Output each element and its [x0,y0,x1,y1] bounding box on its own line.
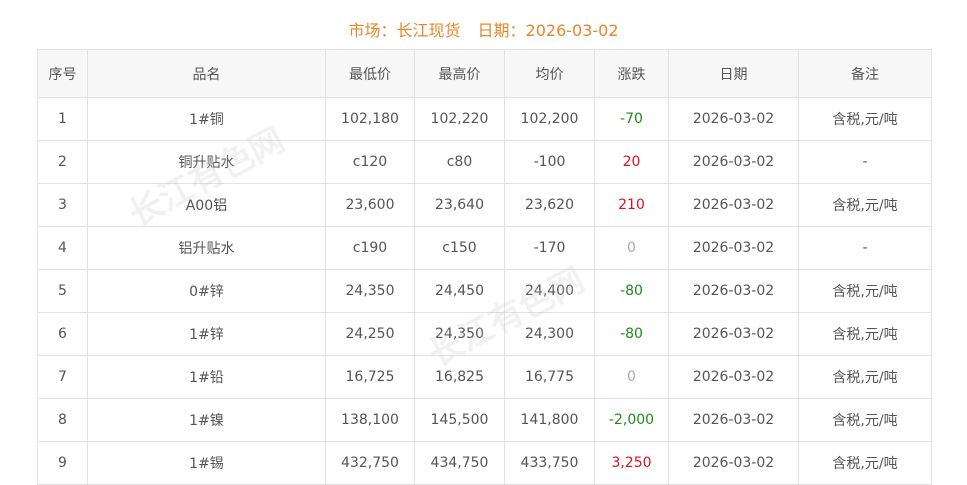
cell-low: 16,725 [325,355,415,399]
cell-high: 23,640 [414,183,505,227]
cell-change: 3,250 [594,441,669,485]
table-header-row: 序号 品名 最低价 最高价 均价 涨跌 日期 备注 [37,49,932,98]
cell-note: 含税,元/吨 [798,355,932,399]
cell-avg: 16,775 [504,355,595,399]
cell-low: 432,750 [325,441,415,485]
cell-high: 16,825 [414,355,505,399]
table-row: 4 铝升贴水 c190 c150 -170 0 2026-03-02- [37,226,932,270]
cell-name: 铜升贴水 [87,140,326,184]
cell-change: 210 [594,183,669,227]
cell-date: 2026-03-02 [668,183,799,227]
cell-change: -70 [594,97,669,141]
cell-name: 1#锌 [87,312,326,356]
cell-low: c120 [325,140,415,184]
cell-high: c150 [414,226,505,270]
market-date-title: 市场：长江现货 日期：2026-03-02 [0,17,967,41]
price-table: 序号 品名 最低价 最高价 均价 涨跌 日期 备注 1 1#铜 102,180 102,220 102… [37,49,932,485]
cell-date: 2026-03-02 [668,312,799,356]
table-row: 5 0#锌 24,350 24,450 24,400 -80 2026-03-02 含税,元/… [37,269,932,313]
cell-avg: 24,400 [504,269,595,313]
column-header: 最低价 [325,49,415,98]
cell-avg: 24,300 [504,312,595,356]
cell-date: 2026-03-02 [668,441,799,485]
table-row: 1 1#铜 102,180 102,220 102,200 -70 2026-03-02 含税… [37,97,932,141]
cell-avg: -100 [504,140,595,184]
cell-avg: 141,800 [504,398,595,442]
table-row: 3 A00铝 23,600 23,640 23,620 210 2026-03-02 含税,元… [37,183,932,227]
cell-high: 145,500 [414,398,505,442]
cell-note: - [798,140,932,184]
cell-no: 5 [37,269,88,313]
date-label: 日期：2026-03-02 [477,21,619,40]
cell-note: - [798,226,932,270]
cell-no: 1 [37,97,88,141]
cell-note: 含税,元/吨 [798,269,932,313]
cell-note: 含税,元/吨 [798,312,932,356]
market-label: 市场：长江现货 [348,21,461,40]
cell-no: 2 [37,140,88,184]
cell-no: 6 [37,312,88,356]
cell-no: 9 [37,441,88,485]
column-header: 备注 [798,49,932,98]
table-row: 7 1#铅 16,725 16,825 16,775 0 2026-03-02 含税,元/吨 [37,355,932,399]
column-header: 最高价 [414,49,505,98]
cell-no: 7 [37,355,88,399]
cell-note: 含税,元/吨 [798,441,932,485]
cell-high: 434,750 [414,441,505,485]
cell-date: 2026-03-02 [668,398,799,442]
cell-date: 2026-03-02 [668,97,799,141]
cell-name: A00铝 [87,183,326,227]
table-row: 6 1#锌 24,250 24,350 24,300 -80 2026-03-02 含税,元/… [37,312,932,356]
cell-no: 4 [37,226,88,270]
cell-avg: -170 [504,226,595,270]
cell-date: 2026-03-02 [668,355,799,399]
column-header: 日期 [668,49,799,98]
cell-no: 3 [37,183,88,227]
cell-name: 1#铅 [87,355,326,399]
column-header: 涨跌 [594,49,669,98]
cell-note: 含税,元/吨 [798,183,932,227]
cell-date: 2026-03-02 [668,226,799,270]
cell-change: 20 [594,140,669,184]
cell-note: 含税,元/吨 [798,398,932,442]
cell-date: 2026-03-02 [668,269,799,313]
cell-name: 1#镍 [87,398,326,442]
cell-date: 2026-03-02 [668,140,799,184]
cell-high: c80 [414,140,505,184]
table-row: 8 1#镍 138,100 145,500 141,800 -2,000 2026-03-0… [37,398,932,442]
cell-name: 1#锡 [87,441,326,485]
cell-name: 铝升贴水 [87,226,326,270]
cell-low: 102,180 [325,97,415,141]
cell-high: 24,450 [414,269,505,313]
cell-no: 8 [37,398,88,442]
cell-low: c190 [325,226,415,270]
cell-high: 102,220 [414,97,505,141]
cell-avg: 23,620 [504,183,595,227]
cell-avg: 433,750 [504,441,595,485]
cell-change: 0 [594,355,669,399]
cell-change: 0 [594,226,669,270]
cell-low: 138,100 [325,398,415,442]
cell-low: 24,350 [325,269,415,313]
table-row: 9 1#锡 432,750 434,750 433,750 3,250 2026-03-02… [37,441,932,485]
cell-high: 24,350 [414,312,505,356]
cell-name: 0#锌 [87,269,326,313]
cell-change: -2,000 [594,398,669,442]
cell-low: 24,250 [325,312,415,356]
column-header: 品名 [87,49,326,98]
cell-change: -80 [594,312,669,356]
cell-note: 含税,元/吨 [798,97,932,141]
column-header: 序号 [37,49,88,98]
cell-name: 1#铜 [87,97,326,141]
column-header: 均价 [504,49,595,98]
cell-avg: 102,200 [504,97,595,141]
cell-change: -80 [594,269,669,313]
table-row: 2 铜升贴水 c120 c80 -100 20 2026-03-02- [37,140,932,184]
cell-low: 23,600 [325,183,415,227]
